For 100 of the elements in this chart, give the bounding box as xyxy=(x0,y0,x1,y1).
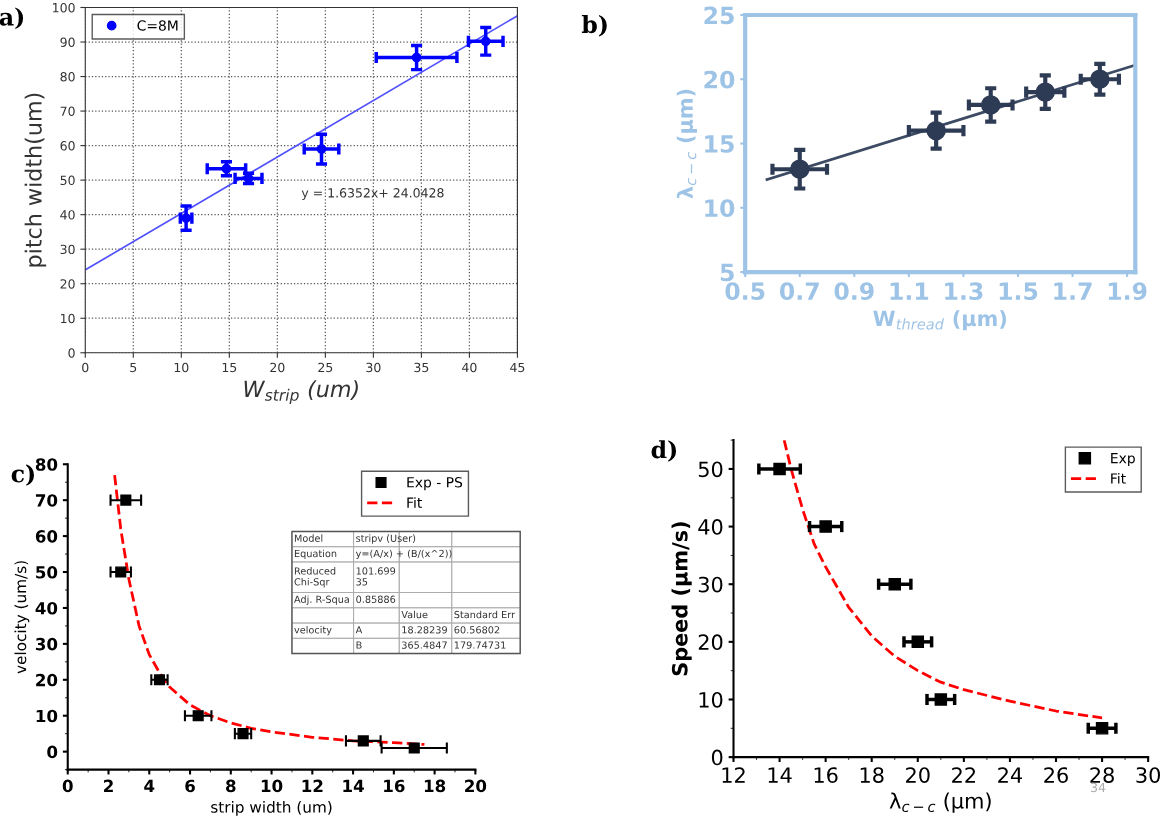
y-tick-label: 90 xyxy=(60,37,75,47)
y-tick-label: 50 xyxy=(36,565,58,579)
x-tick-label: 30 xyxy=(366,362,381,373)
y-tick-label: 70 xyxy=(60,106,75,116)
y-tick-label: 40 xyxy=(698,519,723,535)
x-tick-label: 10 xyxy=(174,362,189,373)
y-axis-title: λ$_{c−c}$ (μm) xyxy=(676,89,698,199)
y-tick-label: 50 xyxy=(60,175,75,186)
x-tick-label: 20 xyxy=(465,779,487,793)
x-tick-label: 0 xyxy=(82,362,89,373)
x-tick-label: 1.3 xyxy=(945,282,983,301)
y-tick-label: 0 xyxy=(68,348,75,358)
x-tick-label: 10 xyxy=(261,779,283,793)
x-tick-label: 0.9 xyxy=(834,282,874,301)
y-tick-label: 60 xyxy=(35,530,58,543)
y-axis-title: velocity (um/s) xyxy=(14,561,30,674)
x-tick-label: 24 xyxy=(998,767,1023,783)
x-tick-label: 40 xyxy=(462,362,477,373)
annotation: 0.85886 xyxy=(356,595,396,603)
y-tick-label: 60 xyxy=(60,141,75,151)
annotation: 18.28239 xyxy=(402,626,447,634)
y-tick-label: 40 xyxy=(60,210,75,220)
chart-title: b) xyxy=(581,14,607,37)
y-tick-label: 20 xyxy=(698,634,723,651)
y-tick-label: 30 xyxy=(35,637,58,651)
annotation: Model xyxy=(294,534,323,542)
y-tick-label: 25 xyxy=(704,6,734,25)
y-axis-title: Speed (μm/s) xyxy=(671,522,692,676)
annotation: Equation xyxy=(294,549,337,560)
annotation: Value xyxy=(401,610,428,619)
annotation: A xyxy=(355,626,363,634)
y-tick-label: 80 xyxy=(60,72,75,82)
x-tick-label: 16 xyxy=(814,767,838,783)
y-tick-label: 50 xyxy=(698,461,723,478)
x-tick-label: 14 xyxy=(343,779,364,792)
y-tick-label: 10 xyxy=(36,709,58,723)
x-axis-title: W$_{thread}$ (μm) xyxy=(873,310,1007,331)
legend-label: Exp - PS xyxy=(407,477,463,491)
x-tick-label: 18 xyxy=(424,779,446,793)
annotation: y = 1.6352x+ 24.0428 xyxy=(301,188,444,200)
x-axis-title: W$_{strip}$ (um) xyxy=(244,380,358,404)
legend-label: Fit xyxy=(1111,473,1126,484)
y-tick-label: 10 xyxy=(705,199,735,218)
legend-label: Fit xyxy=(407,497,422,508)
legend-label: C=8M xyxy=(137,20,178,31)
chart-title: d) xyxy=(651,440,677,462)
x-tick-label: 28 xyxy=(1090,767,1114,783)
x-tick-label: 35 xyxy=(414,362,429,373)
annotation: Adj. R-Squa xyxy=(294,595,349,605)
y-tick-label: 70 xyxy=(35,494,58,507)
annotation: B xyxy=(356,641,362,649)
x-tick-label: 45 xyxy=(510,362,525,373)
text: 34 xyxy=(1091,782,1106,793)
y-tick-label: 15 xyxy=(705,135,734,153)
y-tick-label: 20 xyxy=(36,673,58,687)
x-tick-label: 22 xyxy=(952,767,976,783)
x-tick-label: 18 xyxy=(860,767,884,783)
x-tick-label: 2 xyxy=(104,779,113,792)
annotation: 365.4847 xyxy=(402,641,447,649)
x-tick-label: 0.7 xyxy=(779,282,819,301)
y-tick-label: 5 xyxy=(720,263,734,282)
x-tick-label: 8 xyxy=(226,779,236,793)
x-tick-label: 6 xyxy=(185,779,195,793)
annotation: velocity xyxy=(294,625,332,636)
y-axis-title: pitch width(um) xyxy=(24,93,47,267)
annotation: 60.56802 xyxy=(454,626,500,634)
x-tick-label: 5 xyxy=(130,362,137,373)
y-tick-label: 20 xyxy=(704,70,735,89)
x-tick-label: 15 xyxy=(222,362,237,373)
x-tick-label: 0.5 xyxy=(725,282,765,301)
x-tick-label: 1.9 xyxy=(1108,282,1147,301)
legend-label: Exp xyxy=(1111,453,1135,467)
x-tick-label: 1.1 xyxy=(890,282,929,300)
x-tick-label: 1.7 xyxy=(1054,282,1092,300)
y-tick-label: 30 xyxy=(60,244,75,255)
annotation: y=(A/x) + (B/(x^2)) xyxy=(355,549,452,560)
y-tick-label: 0 xyxy=(47,745,58,759)
x-tick-label: 1.5 xyxy=(999,282,1038,301)
annotation: 101.699 35 xyxy=(356,567,396,586)
x-tick-label: 20 xyxy=(906,767,930,783)
x-tick-label: 26 xyxy=(1044,767,1068,783)
x-tick-label: 25 xyxy=(318,362,333,373)
chart-title: c) xyxy=(11,464,34,486)
chart-title: a) xyxy=(0,7,24,30)
annotation: 179.74731 xyxy=(454,641,506,649)
y-tick-label: 10 xyxy=(61,313,75,324)
x-axis-title: λ$_{c−c}$ (μm) xyxy=(889,792,991,813)
x-tick-label: 12 xyxy=(302,779,323,792)
y-tick-label: 80 xyxy=(35,458,58,471)
y-tick-label: 40 xyxy=(35,601,58,615)
x-tick-label: 30 xyxy=(1136,767,1161,783)
y-tick-label: 30 xyxy=(698,576,723,593)
x-tick-label: 12 xyxy=(722,767,745,783)
annotation: Standard Err xyxy=(454,610,516,619)
x-tick-label: 4 xyxy=(144,779,155,792)
x-axis-title: strip width (um) xyxy=(211,801,332,816)
annotation: Reduced Chi-Sqr xyxy=(294,567,336,588)
x-tick-label: 14 xyxy=(768,767,792,783)
x-tick-label: 16 xyxy=(384,779,405,793)
x-tick-label: 20 xyxy=(270,362,285,373)
